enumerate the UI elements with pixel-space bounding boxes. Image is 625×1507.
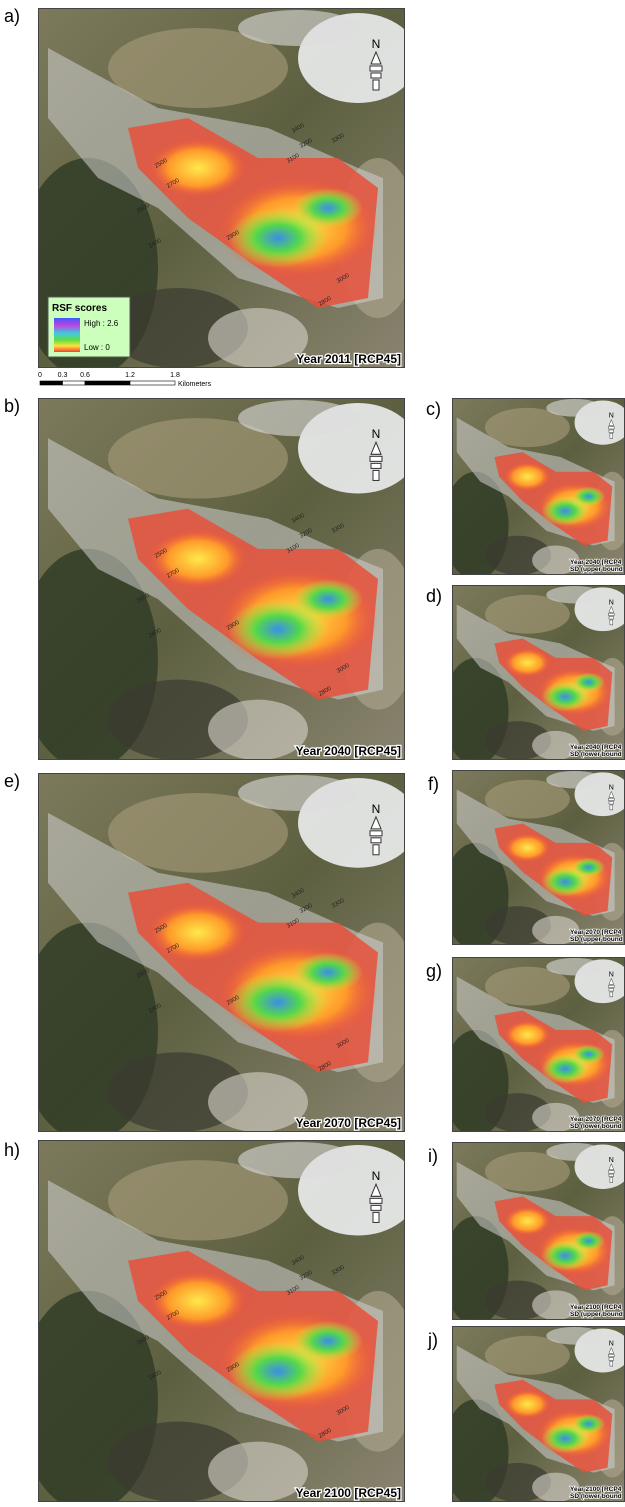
north-label: N xyxy=(372,802,381,816)
panel-label: j) xyxy=(427,1330,438,1350)
map-image xyxy=(443,1142,625,1325)
map-image xyxy=(18,398,418,770)
north-label: N xyxy=(609,1341,614,1348)
scale-label: 0 xyxy=(38,372,42,379)
panel-label: a) xyxy=(4,6,20,26)
figure: a) N3400330032003100300029002800270026002… xyxy=(0,0,625,1502)
north-label: N xyxy=(609,1157,614,1164)
map-caption: Year 2100 [RCP4 xyxy=(570,1304,622,1311)
scale-label: 1.2 xyxy=(125,372,135,379)
map-image xyxy=(443,585,625,765)
panel-label: e) xyxy=(4,771,20,791)
map-caption: Year 2100 [RCP45] xyxy=(296,1486,401,1500)
scale-segment xyxy=(40,381,63,385)
map-caption: Year 2100 [RCP4 xyxy=(570,1486,622,1493)
map-caption: Year 2040 [RCP45] xyxy=(296,744,401,758)
map-caption-sub: SD (lower bound xyxy=(570,1123,622,1130)
map-caption-sub: SD (upper bound xyxy=(570,1311,623,1318)
panel-label: d) xyxy=(426,586,442,606)
map-caption: Year 2070 [RCP45] xyxy=(296,1116,401,1130)
map-caption: Year 2070 [RCP4 xyxy=(570,929,622,936)
map-caption-sub: SD (lower bound xyxy=(570,1493,622,1500)
scale-unit: Kilometers xyxy=(178,381,212,388)
panel-label: g) xyxy=(426,961,442,981)
legend-bar xyxy=(54,318,80,352)
legend-title: RSF scores xyxy=(52,303,107,314)
map-image xyxy=(18,1140,418,1502)
map-image xyxy=(443,1326,625,1502)
map-caption-sub: SD (upper bound xyxy=(570,936,623,943)
map-panel: N340033003200310030002900280027002600250… xyxy=(18,1140,418,1502)
north-label: N xyxy=(609,599,614,606)
north-label: N xyxy=(372,37,381,51)
map-panel: N340033003200310030002900280027002600250… xyxy=(18,773,418,1142)
scale-label: 0.3 xyxy=(58,372,68,379)
north-label: N xyxy=(372,1169,381,1183)
legend-low: Low : 0 xyxy=(84,343,110,352)
panel-label: h) xyxy=(4,1140,20,1160)
north-label: N xyxy=(609,971,614,978)
scale-segment xyxy=(85,381,130,385)
legend-high: High : 2.6 xyxy=(84,319,119,328)
north-label: N xyxy=(609,784,614,791)
map-caption: Year 2011 [RCP45] xyxy=(296,352,401,366)
map-caption-sub: SD (upper bound xyxy=(570,566,623,573)
scale-label: 1.8 xyxy=(170,372,180,379)
map-image xyxy=(18,773,418,1142)
scale-label: 0.6 xyxy=(80,372,90,379)
map-caption: Year 2040 [RCP4 xyxy=(570,744,622,751)
map-image xyxy=(443,398,625,580)
map-caption: Year 2040 [RCP4 xyxy=(570,559,622,566)
panel-label: f) xyxy=(428,774,439,794)
map-caption: Year 2070 [RCP4 xyxy=(570,1116,622,1123)
map-panel: N340033003200310030002900280027002600250… xyxy=(18,398,418,770)
panel-label: i) xyxy=(428,1146,438,1166)
panel-label: c) xyxy=(426,399,441,419)
map-caption-sub: SD (lower bound xyxy=(570,751,622,758)
panel-label: b) xyxy=(4,396,20,416)
north-label: N xyxy=(609,413,614,420)
scale-segment xyxy=(130,381,175,385)
scale-segment xyxy=(63,381,86,385)
map-image xyxy=(443,770,625,950)
north-label: N xyxy=(372,427,381,441)
map-image xyxy=(443,957,625,1137)
